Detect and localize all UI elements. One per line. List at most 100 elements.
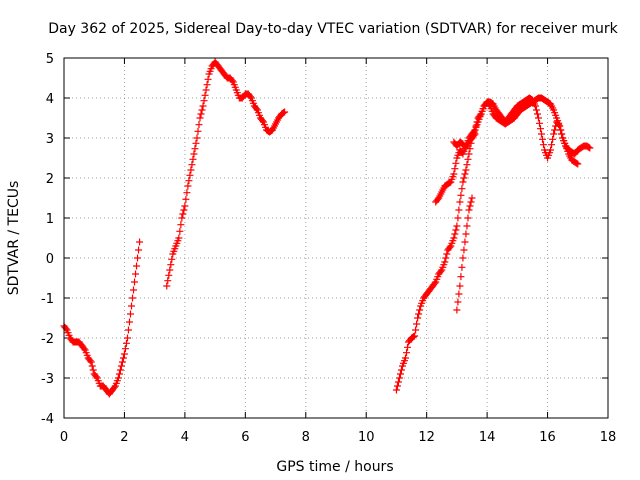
x-tick-label: 16 xyxy=(539,430,556,445)
x-tick-label: 4 xyxy=(181,430,189,445)
data-point xyxy=(456,282,464,290)
data-point xyxy=(455,290,463,298)
data-point xyxy=(537,125,545,133)
data-point xyxy=(115,370,123,378)
data-point xyxy=(463,222,471,230)
data-point xyxy=(189,155,197,163)
data-point xyxy=(186,171,194,179)
data-point xyxy=(203,81,211,89)
x-tick-label: 2 xyxy=(120,430,128,445)
data-point xyxy=(462,166,470,174)
data-point xyxy=(446,243,454,251)
data-point xyxy=(182,195,190,203)
data-point xyxy=(441,258,449,266)
data-point xyxy=(176,227,184,235)
data-point xyxy=(396,370,404,378)
data-point xyxy=(89,366,97,374)
data-point xyxy=(191,145,199,153)
data-point xyxy=(535,119,543,127)
data-point xyxy=(453,306,461,314)
data-point xyxy=(116,366,124,374)
data-point xyxy=(179,210,187,218)
data-point xyxy=(246,93,254,101)
y-tick-label: 2 xyxy=(46,172,54,187)
data-point xyxy=(539,135,547,143)
data-point xyxy=(114,374,122,382)
data-point xyxy=(131,278,139,286)
y-tick-label: -2 xyxy=(41,332,54,347)
data-point xyxy=(464,214,472,222)
x-tick-label: 0 xyxy=(60,430,68,445)
data-point xyxy=(397,366,405,374)
data-point xyxy=(165,271,173,279)
series-segment-2 xyxy=(163,58,289,290)
data-point xyxy=(192,139,200,147)
data-point xyxy=(454,298,462,306)
data-point xyxy=(538,130,546,138)
data-point xyxy=(540,141,548,149)
y-tick-label: -1 xyxy=(41,292,54,307)
data-point xyxy=(459,178,467,186)
data-point xyxy=(460,246,468,254)
data-point xyxy=(193,134,201,142)
data-point xyxy=(124,326,132,334)
data-point xyxy=(201,91,209,99)
data-point xyxy=(258,117,266,125)
data-point xyxy=(195,121,203,129)
data-point xyxy=(465,206,473,214)
data-point xyxy=(463,161,471,169)
data-point xyxy=(532,106,540,114)
data-point xyxy=(198,106,206,114)
data-point xyxy=(132,270,140,278)
x-tick-label: 18 xyxy=(600,430,617,445)
data-point xyxy=(204,75,212,83)
data-point xyxy=(585,143,593,151)
data-point xyxy=(410,333,418,341)
data-point xyxy=(456,198,464,206)
data-point xyxy=(534,114,542,122)
data-point xyxy=(467,198,475,206)
data-point xyxy=(573,159,581,167)
series-segment-4 xyxy=(432,94,594,206)
x-axis-ticks: 0 2 4 6 8 10 12 14 16 18 xyxy=(60,58,616,445)
data-point xyxy=(167,261,175,269)
data-point xyxy=(464,155,472,163)
data-point xyxy=(394,378,402,386)
data-point xyxy=(281,108,289,116)
data-point xyxy=(556,122,564,130)
data-point xyxy=(163,282,171,290)
y-tick-label: 1 xyxy=(46,212,54,227)
x-tick-label: 12 xyxy=(418,430,435,445)
series-segment-5 xyxy=(450,130,479,152)
data-point xyxy=(135,246,143,254)
data-point xyxy=(168,255,176,263)
data-point xyxy=(586,144,594,152)
data-point xyxy=(460,174,468,182)
y-tick-label: -3 xyxy=(41,372,54,387)
data-point xyxy=(551,126,559,134)
data-point xyxy=(199,102,207,110)
data-point xyxy=(412,326,420,334)
data-point xyxy=(133,262,141,270)
data-point xyxy=(451,230,459,238)
data-point xyxy=(110,383,118,391)
data-points xyxy=(60,58,594,398)
data-point xyxy=(118,358,126,366)
y-tick-label: 3 xyxy=(46,132,54,147)
x-tick-label: 14 xyxy=(479,430,496,445)
data-point xyxy=(175,234,183,242)
data-point xyxy=(462,230,470,238)
data-point xyxy=(454,214,462,222)
data-point xyxy=(194,127,202,135)
data-point xyxy=(550,130,558,138)
data-point xyxy=(459,254,467,262)
data-point xyxy=(177,221,185,229)
plot-frame xyxy=(63,57,609,419)
data-point xyxy=(197,110,205,118)
data-point xyxy=(395,374,403,382)
data-point xyxy=(166,266,174,274)
data-point xyxy=(130,286,138,294)
data-point xyxy=(202,86,210,94)
data-point xyxy=(548,141,556,149)
data-point xyxy=(200,97,208,105)
